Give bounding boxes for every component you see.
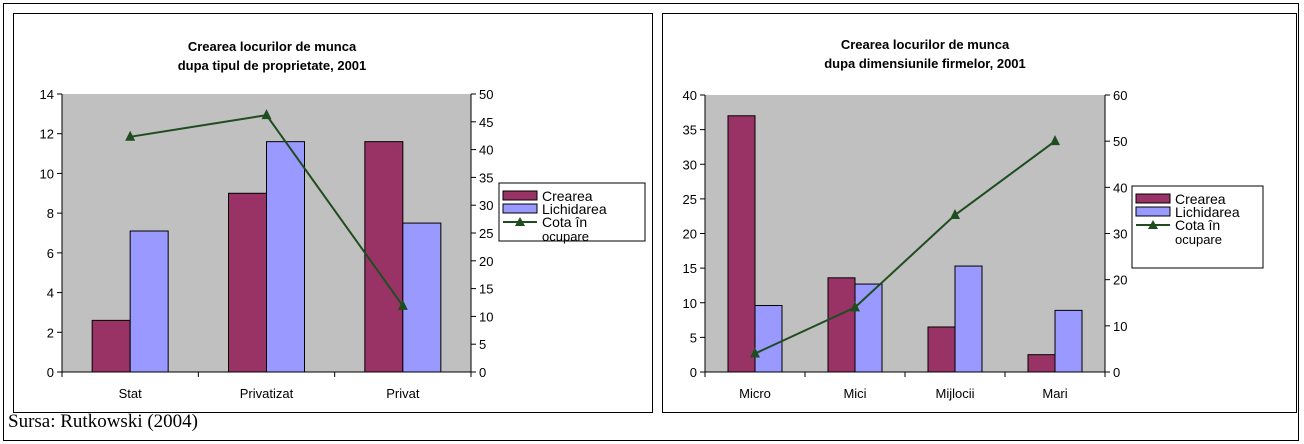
legend-label: Lichidarea [542,201,607,217]
y-left-tick-label: 10 [40,166,54,181]
figure-frame: Crearea locurilor de munca dupa tipul de … [3,3,1299,441]
line-point [261,109,272,120]
y-left-tick-label: 10 [683,296,697,311]
bar-crearea [827,277,856,373]
chart-title: Crearea locurilor de munca [188,39,357,54]
y-left-tick-label: 4 [47,286,54,301]
y-left-tick-label: 40 [683,88,697,103]
y-left-tick-label: 6 [47,246,54,261]
legend-swatch [502,190,538,201]
bar-lichidarea [754,305,783,373]
y-right-tick-label: 0 [1113,365,1120,380]
y-left-tick-label: 0 [690,365,697,380]
bar-crearea [927,326,956,373]
bar-lichidarea [402,222,442,373]
y-right-tick-label: 35 [479,170,493,185]
y-left-tick-label: 30 [683,157,697,172]
legend-label: Lichidarea [1175,204,1240,220]
legend-marker [515,217,525,226]
x-tick-label: Privat [386,386,420,401]
bar-lichidarea [954,265,983,373]
bar-crearea [228,192,267,373]
chart-panel-firm-size: Crearea locurilor de munca dupa dimensiun… [662,13,1297,413]
y-right-tick-label: 10 [479,309,493,324]
line-point [1050,135,1060,146]
bar-lichidarea [1054,309,1083,373]
legend-marker [1148,220,1158,229]
y-left-tick-label: 14 [40,87,54,102]
x-tick-label: Privatizat [240,386,294,401]
y-right-tick-label: 25 [479,226,493,241]
x-tick-label: Mici [843,386,866,401]
x-tick-label: Stat [119,386,143,401]
bar-crearea [91,319,131,373]
line-point [950,209,960,220]
x-tick-label: Mijlocii [936,386,975,401]
chart-title: dupa tipul de proprietate, 2001 [178,58,367,73]
bar-crearea [727,115,756,373]
legend-label: Crearea [1175,191,1226,207]
y-right-tick-label: 20 [1113,273,1127,288]
legend-swatch [502,203,538,214]
line-point [125,130,136,141]
y-right-tick-label: 45 [479,115,493,130]
series-line-cota [754,140,1056,355]
y-right-tick-label: 60 [1113,88,1127,103]
y-right-tick-label: 40 [479,143,493,158]
y-right-tick-label: 30 [1113,227,1127,242]
y-left-tick-label: 35 [683,123,697,138]
bar-lichidarea [854,283,883,373]
y-right-tick-label: 5 [479,337,486,352]
legend-label: Crearea [542,188,593,204]
legend-label-cont: ocupare [542,229,589,244]
chart-title: Crearea locurilor de munca [841,37,1010,52]
legend-label-cont: ocupare [1175,232,1222,247]
y-right-tick-label: 50 [479,87,493,102]
bar-crearea [364,141,404,373]
x-tick-label: Micro [739,386,771,401]
bar-lichidarea [129,230,169,373]
legend-label: Cota în [542,214,587,230]
y-left-tick-label: 25 [683,192,697,207]
source-note: Sursa: Rutkowski (2004) [8,411,198,432]
legend-swatch [1135,193,1171,204]
y-right-tick-label: 20 [479,254,493,269]
y-right-tick-label: 30 [479,198,493,213]
line-point [397,299,408,310]
legend-label: Cota în [1175,217,1220,233]
y-left-tick-label: 5 [690,330,697,345]
y-left-tick-label: 20 [683,227,697,242]
y-left-tick-label: 0 [47,365,54,380]
bar-lichidarea [266,141,305,373]
y-right-tick-label: 15 [479,282,493,297]
y-left-tick-label: 2 [47,325,54,340]
x-tick-label: Mari [1042,386,1067,401]
y-left-tick-label: 15 [683,261,697,276]
line-point [750,347,760,358]
y-right-tick-label: 50 [1113,134,1127,149]
bar-crearea [1027,354,1056,373]
y-right-tick-label: 40 [1113,180,1127,195]
chart-title: dupa dimensiunile firmelor, 2001 [824,56,1026,71]
y-right-tick-label: 10 [1113,319,1127,334]
chart-panel-ownership: Crearea locurilor de munca dupa tipul de … [13,13,653,413]
y-left-tick-label: 8 [47,206,54,221]
chart-firm-size: Crearea locurilor de munca dupa dimensiun… [683,37,1264,401]
line-point [850,301,860,312]
chart-ownership: Crearea locurilor de munca dupa tipul de … [40,39,646,401]
legend-swatch [1135,206,1171,217]
y-right-tick-label: 0 [479,365,486,380]
y-left-tick-label: 12 [40,127,54,142]
